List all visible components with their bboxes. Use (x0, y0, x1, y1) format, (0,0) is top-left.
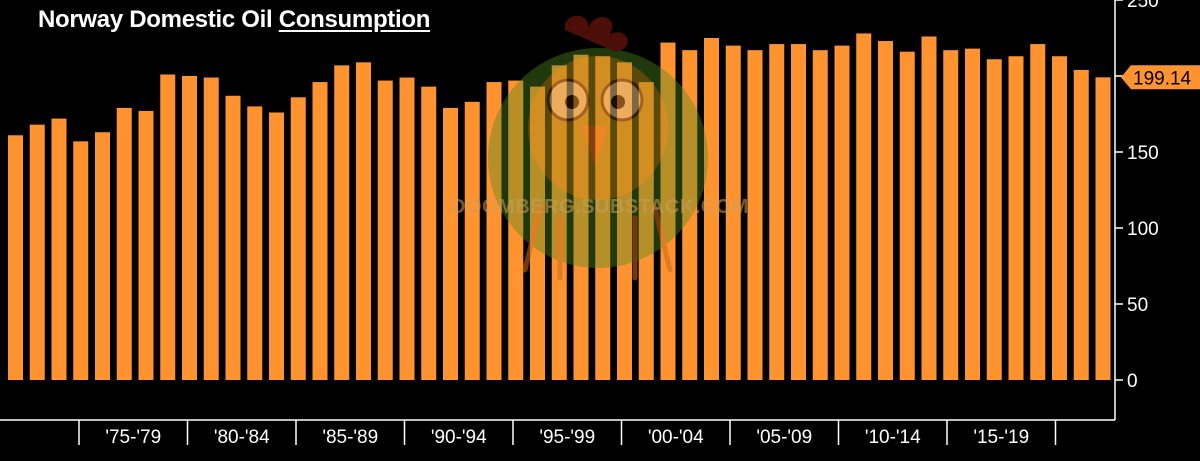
bar (116, 107, 132, 381)
bar (921, 36, 937, 380)
x-tick-label: '05-'09 (756, 427, 812, 448)
bar (573, 54, 589, 380)
x-tick-label: '10-'14 (865, 427, 921, 448)
bar (899, 51, 915, 381)
bar (530, 86, 545, 380)
bar (812, 50, 828, 380)
last-value-marker: 199.14 (1121, 65, 1200, 90)
bar (203, 77, 219, 381)
bar (1095, 77, 1111, 380)
bar (421, 86, 437, 380)
bar (878, 41, 893, 380)
bar (595, 56, 611, 381)
x-tick-label: '80-'84 (214, 427, 270, 448)
y-tick-label: 0 (1127, 371, 1138, 392)
bar (51, 118, 67, 380)
chart-title-underlined: Consumption (278, 6, 431, 33)
bar (443, 107, 458, 381)
bar (29, 124, 45, 380)
x-tick-label: '75-'79 (105, 427, 161, 448)
chart-title-text: Norway Domestic Oil (38, 6, 279, 33)
bar (791, 44, 806, 380)
bar (1030, 44, 1046, 380)
bar (290, 97, 306, 380)
bar (486, 82, 502, 380)
chart-title: Norway Domestic Oil Consumption (38, 6, 430, 34)
bar (269, 112, 284, 380)
bar (638, 82, 654, 380)
bar (182, 76, 197, 380)
bar (856, 33, 872, 380)
bar (138, 110, 154, 381)
bar (225, 95, 241, 380)
x-tick-label: '00-'04 (648, 427, 704, 448)
bar (247, 106, 263, 381)
bar (377, 80, 393, 380)
y-tick-label: 250 (1127, 0, 1159, 12)
bar (160, 74, 176, 380)
bar (747, 50, 763, 380)
bar (464, 101, 480, 380)
bar (682, 50, 698, 380)
x-axis: '75-'79 '80-'84 '85-'89 '90-'94 '95-'99 '00-'… (0, 419, 1115, 448)
bar (769, 44, 785, 380)
bar (660, 42, 676, 381)
bar (399, 77, 415, 381)
bar (508, 80, 524, 380)
last-value-box (1121, 65, 1200, 90)
x-tick-label: '15-'19 (973, 427, 1029, 448)
y-tick-label: 50 (1127, 295, 1148, 316)
bar (943, 50, 959, 380)
bar (617, 62, 632, 380)
bar (8, 135, 23, 380)
bar (312, 82, 328, 380)
y-axis: 050100150200250 (1114, 0, 1159, 420)
bar (965, 48, 980, 380)
bar (834, 45, 850, 380)
y-tick-label: 150 (1127, 143, 1159, 164)
last-value-label: 199.14 (1133, 68, 1192, 89)
bar (551, 65, 567, 381)
bar (1008, 56, 1024, 381)
bar-series (8, 33, 1111, 381)
x-tick-label: '95-'99 (539, 427, 595, 448)
bar (73, 141, 89, 380)
bar (1073, 69, 1089, 381)
x-tick-label: '85-'89 (322, 427, 378, 448)
x-tick-label: '90-'94 (431, 427, 487, 448)
bar (356, 62, 371, 380)
bar (334, 65, 350, 381)
bar (95, 132, 110, 380)
bar (725, 45, 741, 380)
y-tick-label: 100 (1127, 219, 1159, 240)
bar (1052, 56, 1067, 381)
bar (986, 59, 1002, 380)
bar (704, 38, 719, 380)
